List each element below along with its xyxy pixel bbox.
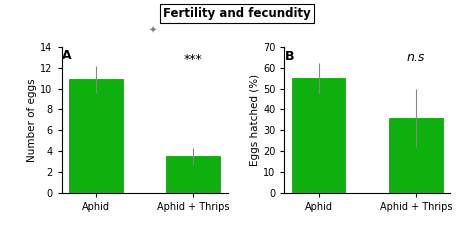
Y-axis label: Eggs hatched (%): Eggs hatched (%) — [250, 74, 260, 166]
Text: Fertility and fecundity: Fertility and fecundity — [163, 7, 311, 20]
Bar — [166, 156, 220, 193]
Bar — [69, 79, 123, 193]
Text: B: B — [285, 50, 294, 63]
Text: n.s: n.s — [407, 51, 425, 64]
Y-axis label: Number of eggs: Number of eggs — [27, 78, 37, 162]
Text: ***: *** — [184, 53, 202, 66]
Bar — [389, 118, 443, 193]
Bar — [292, 78, 346, 193]
Text: ✦: ✦ — [149, 25, 157, 35]
Text: A: A — [62, 49, 72, 62]
